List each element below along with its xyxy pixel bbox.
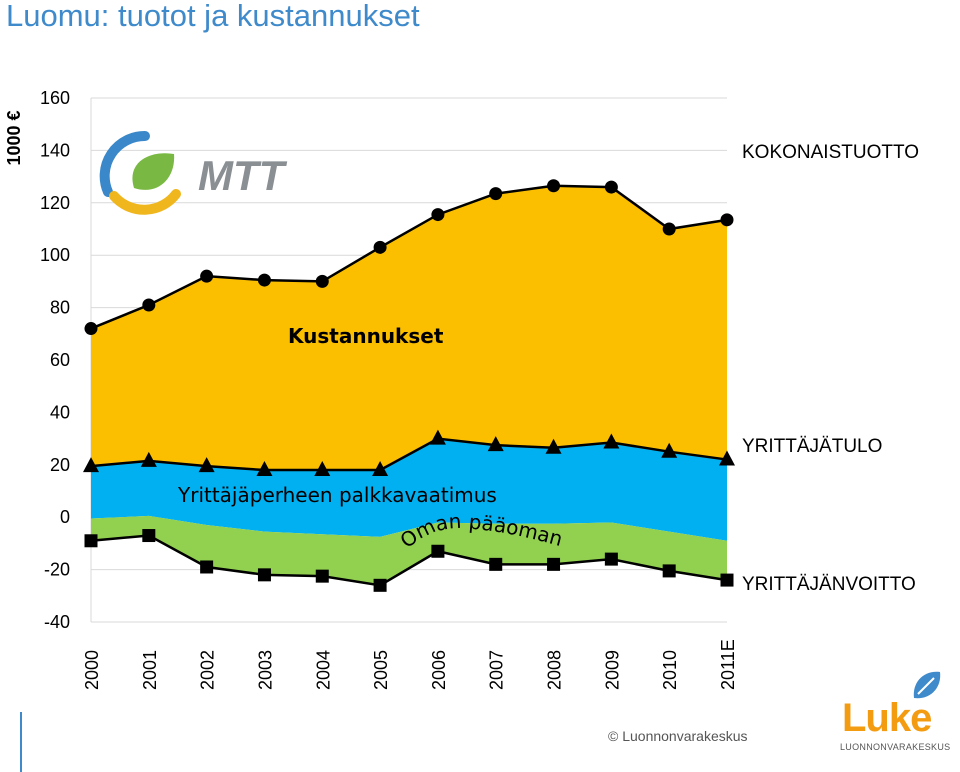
y-tick-label: 20 (50, 455, 70, 475)
page-title: Luomu: tuotot ja kustannukset (6, 0, 420, 33)
data-point-triangle (545, 438, 562, 454)
x-tick-label: 2007 (487, 650, 507, 690)
mtt-logo: MTT (99, 130, 288, 215)
data-point-triangle (83, 457, 99, 473)
x-tick-label: 2005 (371, 650, 391, 690)
palkkavaatimus-label: Yrittäjäperheen palkkavaatimus (177, 483, 497, 507)
x-tick-label: 2008 (545, 650, 565, 690)
data-point-circle (373, 240, 387, 254)
area-kustannukset (91, 185, 727, 471)
data-point-square (84, 534, 98, 548)
data-point-square (489, 557, 503, 571)
data-point-square (257, 568, 271, 582)
x-axis: 2000 2001 2002 2003 2004 2005 2006 2007 2008 2009… (82, 639, 738, 690)
y-axis: -40 -20 0 20 40 60 80 100 120 140 160 (40, 88, 70, 632)
data-point-square (547, 557, 561, 571)
y-axis-label: 1000 € (4, 110, 24, 165)
mtt-logo-yellow-arc (109, 189, 181, 215)
y-tick-label: 160 (40, 88, 70, 108)
data-point-triangle (719, 450, 735, 466)
data-point-circle (662, 222, 676, 236)
data-point-circle (315, 274, 329, 288)
data-point-triangle (603, 433, 620, 449)
data-point-square (662, 564, 676, 578)
data-point-triangle (140, 451, 157, 467)
y-tick-label: 140 (40, 140, 70, 160)
x-tick-label: 2009 (602, 650, 622, 690)
data-point-square (315, 569, 329, 583)
data-point-circle (142, 298, 156, 312)
y-tick-label: 40 (50, 402, 70, 422)
kustannukset-label: Kustannukset (288, 324, 444, 348)
data-point-square (200, 560, 214, 574)
decorative-divider (20, 712, 22, 772)
data-point-triangle (429, 429, 446, 445)
mtt-logo-leaf (132, 153, 175, 190)
data-point-triangle (661, 442, 678, 458)
x-tick-label: 2006 (429, 650, 449, 690)
data-point-triangle (372, 461, 389, 477)
data-point-square (431, 544, 445, 558)
series-line-1 (90, 437, 728, 472)
series-lines (90, 184, 728, 587)
area-palkkavaatimus (91, 438, 727, 541)
data-point-circle (431, 208, 445, 222)
data-point-triangle (256, 461, 273, 477)
series-line-2 (90, 534, 728, 587)
data-point-square (720, 573, 734, 587)
y-tick-label: -40 (44, 612, 70, 632)
luke-logo-text: Luke (842, 696, 932, 740)
y-tick-label: -20 (44, 560, 70, 580)
data-point-triangle (198, 457, 215, 473)
data-point-triangle (314, 461, 331, 477)
luke-logo-subtext: LUONNONVARAKESKUS (840, 742, 951, 752)
series-label-kokonaistuotto: KOKONAISTUOTTO (742, 142, 919, 163)
x-tick-label: 2004 (313, 650, 333, 690)
x-tick-label: 2010 (660, 650, 680, 690)
area-layers (91, 185, 727, 586)
copyright-text: © Luonnonvarakeskus (608, 728, 748, 744)
data-point-square (142, 529, 156, 543)
mtt-logo-blue-arc (99, 130, 150, 197)
data-point-circle (489, 187, 503, 201)
luke-logo-leaf-icon (913, 671, 941, 699)
series-label-yrittajanvoitto: YRITTÄJÄNVOITTO (742, 574, 916, 595)
data-point-square (373, 578, 387, 592)
series-label-yrittajatulo: YRITTÄJÄTULO (742, 436, 882, 457)
data-point-square (604, 552, 618, 566)
y-tick-label: 80 (50, 298, 70, 318)
series-markers (83, 179, 735, 592)
mtt-logo-text: MTT (198, 152, 288, 199)
x-tick-label: 2002 (198, 650, 218, 690)
y-tick-label: 120 (40, 193, 70, 213)
data-point-circle (200, 269, 214, 283)
y-tick-label: 60 (50, 350, 70, 370)
x-tick-label: 2000 (82, 650, 102, 690)
series-line-0 (90, 184, 728, 330)
y-tick-label: 0 (60, 507, 70, 527)
data-point-circle (604, 180, 618, 194)
data-point-triangle (487, 436, 504, 452)
luke-logo: Luke LUONNONVARAKESKUS (836, 666, 956, 756)
data-point-circle (547, 179, 561, 193)
data-point-circle (257, 273, 271, 287)
x-tick-label: 2011E (718, 639, 738, 690)
x-tick-label: 2003 (255, 650, 275, 690)
area-korkovaatimus (91, 515, 727, 586)
y-tick-label: 100 (40, 245, 70, 265)
data-point-circle (720, 213, 734, 227)
data-point-circle (84, 322, 98, 336)
x-tick-label: 2001 (140, 650, 160, 690)
